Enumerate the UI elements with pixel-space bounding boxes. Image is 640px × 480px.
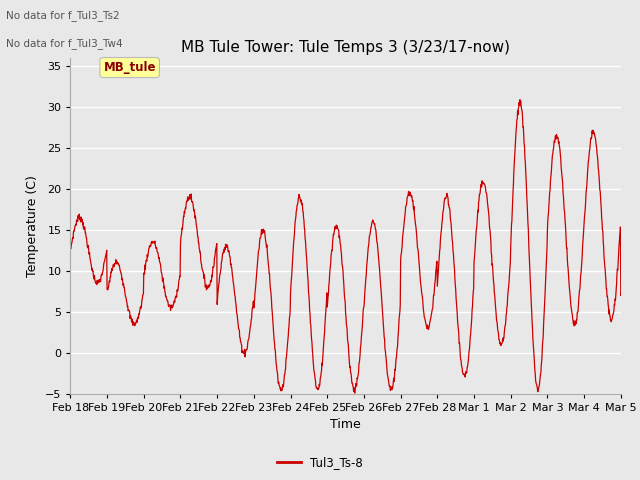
X-axis label: Time: Time [330,418,361,431]
Y-axis label: Temperature (C): Temperature (C) [26,175,40,276]
Title: MB Tule Tower: Tule Temps 3 (3/23/17-now): MB Tule Tower: Tule Temps 3 (3/23/17-now… [181,40,510,55]
Text: MB_tule: MB_tule [104,61,156,74]
Text: No data for f_Tul3_Ts2: No data for f_Tul3_Ts2 [6,10,120,21]
Text: No data for f_Tul3_Tw4: No data for f_Tul3_Tw4 [6,38,123,49]
Legend: Tul3_Ts-8: Tul3_Ts-8 [273,452,367,474]
